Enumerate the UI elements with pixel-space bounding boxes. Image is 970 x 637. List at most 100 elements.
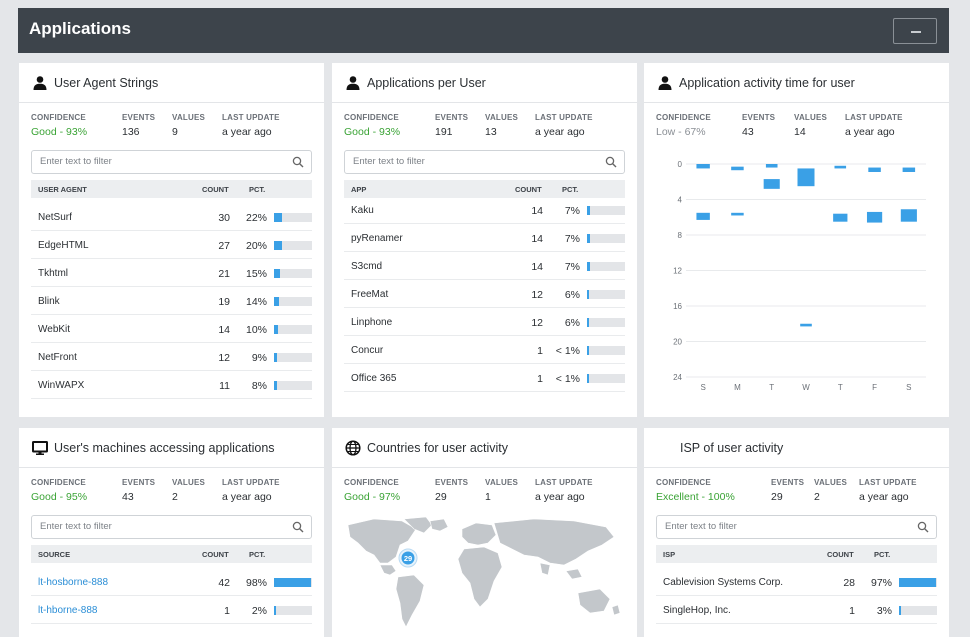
column-header-count[interactable]: COUNT	[202, 550, 229, 559]
table-row[interactable]: lt-hosborne-888 42 98%	[31, 568, 312, 596]
search-icon[interactable]	[292, 521, 304, 533]
pct-bar	[587, 290, 625, 299]
table-body: NetSurf 30 22% EdgeHTML 27 20% Tkhtml 21 15% B…	[31, 203, 312, 399]
table-body: Kaku 14 7% pyRenamer 14 7% S3cmd 14 7% FreeMat…	[344, 196, 625, 392]
search-icon[interactable]	[605, 156, 617, 168]
last-update-label: LAST UPDATE	[222, 478, 280, 487]
activity-cell	[763, 179, 780, 189]
last-update-value: a year ago	[222, 126, 272, 138]
events-label: EVENTS	[742, 113, 776, 122]
x-tick-label: T	[838, 383, 843, 392]
filter-field[interactable]	[31, 515, 312, 539]
table-row[interactable]: Concur 1 < 1%	[344, 336, 625, 364]
values-label: VALUES	[794, 113, 828, 122]
pct-bar-fill	[274, 606, 276, 615]
filter-field[interactable]	[344, 150, 625, 174]
table-row[interactable]: EdgeHTML 27 20%	[31, 231, 312, 259]
row-name: WinWAPX	[38, 380, 85, 391]
applications-header: Applications	[18, 8, 949, 53]
column-header-count[interactable]: COUNT	[202, 185, 229, 194]
activity-time-chart: 0 4 8 12 16 20 24 S M T W T F S	[673, 160, 926, 392]
column-header-pct[interactable]: PCT.	[249, 550, 266, 559]
row-count: 1	[537, 345, 543, 357]
x-tick-label: W	[802, 383, 810, 392]
table-row[interactable]: Linphone 12 6%	[344, 308, 625, 336]
last-update-value: a year ago	[535, 126, 585, 138]
world-map[interactable]: 29	[344, 515, 625, 637]
source-link[interactable]: lt-hosborne-888	[38, 577, 109, 588]
confidence-value: Good - 97%	[344, 491, 401, 503]
panel-title: Countries for user activity	[367, 441, 509, 455]
pct-bar	[587, 318, 625, 327]
filter-input[interactable]	[353, 156, 593, 167]
table-row[interactable]: Tkhtml 21 15%	[31, 259, 312, 287]
table-row[interactable]: NetFront 12 9%	[31, 343, 312, 371]
column-header-user-agent[interactable]: USER AGENT	[38, 185, 87, 194]
activity-cell	[834, 165, 847, 169]
row-name: FreeMat	[351, 289, 389, 300]
column-header-source[interactable]: SOURCE	[38, 550, 71, 559]
table-row[interactable]: NetSurf 30 22%	[31, 203, 312, 231]
filter-input[interactable]	[40, 521, 280, 532]
activity-cell	[731, 166, 744, 171]
map-marker[interactable]: 29	[398, 548, 418, 568]
table-row[interactable]: FreeMat 12 6%	[344, 280, 625, 308]
row-pct: 2%	[251, 605, 267, 617]
column-header-isp[interactable]: ISP	[663, 550, 676, 559]
table-row[interactable]: Blink 19 14%	[31, 287, 312, 315]
row-pct: 9%	[251, 352, 267, 364]
row-count: 42	[218, 577, 230, 589]
filter-input[interactable]	[40, 156, 280, 167]
row-pct: 98%	[245, 577, 267, 589]
column-header-pct[interactable]: PCT.	[249, 185, 266, 194]
table-header: ISP COUNT PCT.	[656, 545, 937, 563]
column-header-count[interactable]: COUNT	[515, 185, 542, 194]
confidence-value: Low - 67%	[656, 126, 706, 138]
panel-meta: CONFIDENCE Good - 95% EVENTS 43 VALUES 2 LA…	[19, 478, 324, 508]
events-value: 191	[435, 126, 453, 138]
search-icon[interactable]	[917, 521, 929, 533]
table-row[interactable]: lt-hborne-888 1 2%	[31, 596, 312, 624]
table-row[interactable]: Cablevision Systems Corp. 28 97%	[656, 568, 937, 596]
filter-field[interactable]	[31, 150, 312, 174]
pct-bar-fill	[587, 290, 590, 299]
filter-field[interactable]	[656, 515, 937, 539]
column-header-count[interactable]: COUNT	[827, 550, 854, 559]
column-header-pct[interactable]: PCT.	[562, 185, 579, 194]
pct-bar-fill	[587, 374, 589, 383]
table-row[interactable]: SingleHop, Inc. 1 3%	[656, 596, 937, 624]
table-row[interactable]: pyRenamer 14 7%	[344, 224, 625, 252]
pct-bar	[587, 206, 625, 215]
row-pct: < 1%	[555, 345, 580, 357]
source-link[interactable]: lt-hborne-888	[38, 605, 98, 616]
events-value: 29	[771, 491, 783, 503]
pct-bar-fill	[587, 346, 589, 355]
table-row[interactable]: Kaku 14 7%	[344, 196, 625, 224]
row-count: 1	[849, 605, 855, 617]
x-tick-label: T	[769, 383, 774, 392]
table-row[interactable]: S3cmd 14 7%	[344, 252, 625, 280]
row-count: 14	[531, 233, 543, 245]
events-value: 43	[742, 126, 754, 138]
row-pct: 22%	[245, 212, 267, 224]
y-tick-label: 20	[673, 338, 682, 347]
events-label: EVENTS	[435, 478, 469, 487]
column-header-app[interactable]: APP	[351, 185, 367, 194]
panel-title-bar: User Agent Strings	[19, 63, 324, 103]
panel-title: Applications per User	[367, 76, 486, 90]
table-row[interactable]: WinWAPX 11 8%	[31, 371, 312, 399]
search-icon[interactable]	[292, 156, 304, 168]
panel-meta: CONFIDENCE Low - 67% EVENTS 43 VALUES 14 LA…	[644, 113, 949, 143]
filter-input[interactable]	[665, 521, 905, 532]
pct-bar-fill	[274, 269, 280, 278]
table-row[interactable]: WebKit 14 10%	[31, 315, 312, 343]
pct-bar	[274, 269, 312, 278]
row-pct: < 1%	[555, 373, 580, 385]
pct-bar-fill	[587, 318, 590, 327]
row-pct: 7%	[564, 205, 580, 217]
table-row[interactable]: Office 365 1 < 1%	[344, 364, 625, 392]
values-value: 14	[794, 126, 806, 138]
column-header-pct[interactable]: PCT.	[874, 550, 891, 559]
values-label: VALUES	[172, 113, 206, 122]
collapse-button[interactable]	[893, 18, 937, 44]
